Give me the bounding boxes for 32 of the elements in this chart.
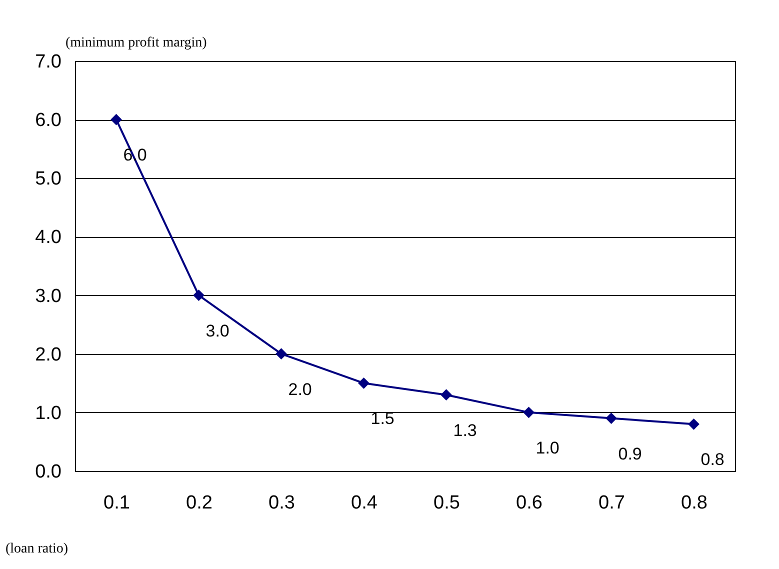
point — [688, 418, 700, 430]
point — [523, 406, 534, 418]
x-tick-label: 0.7 — [598, 492, 625, 514]
y-tick-label: 5.0 — [35, 168, 62, 190]
x-tick-label: 0.5 — [434, 492, 460, 514]
x-tick-label: 0.2 — [186, 492, 212, 514]
x-axis-title: (loan ratio) — [6, 542, 68, 556]
x-tick-label: 0.8 — [681, 492, 708, 514]
y-axis-title: (minimum profit margin) — [66, 36, 208, 50]
point — [440, 389, 452, 401]
data-label: 0.9 — [618, 444, 642, 464]
point — [193, 290, 204, 301]
y-tick-label: 0.0 — [35, 462, 62, 482]
point — [606, 412, 617, 424]
x-tick-label: 0.4 — [351, 492, 378, 514]
y-tick-label: 4.0 — [35, 227, 62, 248]
point — [358, 377, 370, 389]
y-tick-label: 3.0 — [35, 286, 62, 307]
data-label: 1.3 — [453, 420, 477, 440]
data-label: 1.0 — [536, 438, 560, 458]
data-label: 3.0 — [206, 321, 230, 340]
y-tick-label: 7.0 — [35, 52, 62, 72]
x-tick-label: 0.1 — [104, 492, 130, 514]
y-tick-label: 2.0 — [35, 344, 62, 366]
data-label: 2.0 — [288, 380, 312, 399]
x-tick-label: 0.3 — [268, 492, 295, 514]
y-tick-label: 1.0 — [35, 402, 62, 424]
y-tick-label: 6.0 — [35, 110, 62, 132]
data-label: 0.8 — [700, 450, 724, 470]
point — [276, 348, 287, 360]
x-tick-label: 0.6 — [516, 492, 542, 514]
point — [110, 114, 122, 126]
